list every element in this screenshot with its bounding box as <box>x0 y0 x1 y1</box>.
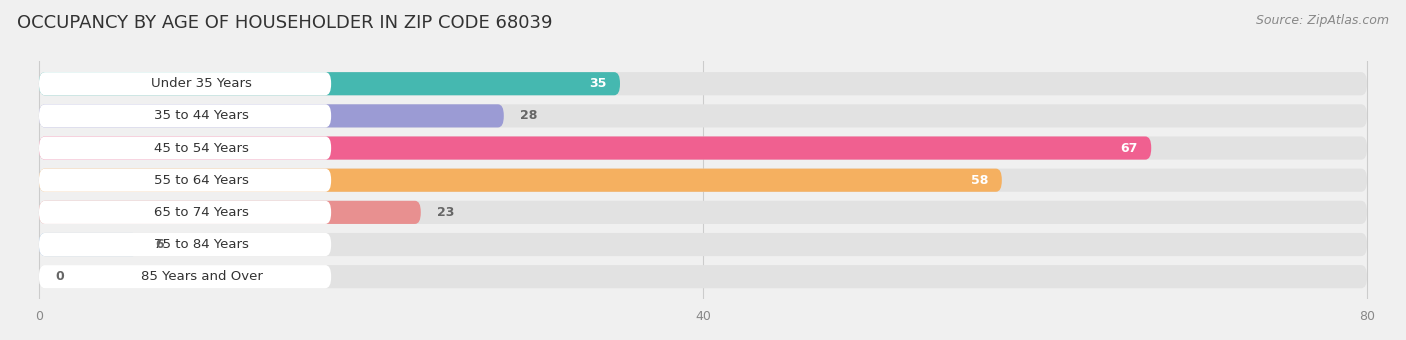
Text: 75 to 84 Years: 75 to 84 Years <box>155 238 249 251</box>
FancyBboxPatch shape <box>39 104 1367 128</box>
FancyBboxPatch shape <box>39 201 1367 224</box>
FancyBboxPatch shape <box>39 72 332 95</box>
FancyBboxPatch shape <box>39 169 332 192</box>
Text: 0: 0 <box>56 270 65 283</box>
Text: Under 35 Years: Under 35 Years <box>152 77 252 90</box>
FancyBboxPatch shape <box>39 136 1152 159</box>
Text: 85 Years and Over: 85 Years and Over <box>141 270 263 283</box>
FancyBboxPatch shape <box>39 104 503 128</box>
Text: 35 to 44 Years: 35 to 44 Years <box>155 109 249 122</box>
FancyBboxPatch shape <box>39 169 1367 192</box>
FancyBboxPatch shape <box>39 104 332 128</box>
FancyBboxPatch shape <box>39 233 139 256</box>
Text: Source: ZipAtlas.com: Source: ZipAtlas.com <box>1256 14 1389 27</box>
FancyBboxPatch shape <box>39 169 1002 192</box>
FancyBboxPatch shape <box>39 72 620 95</box>
Text: 65 to 74 Years: 65 to 74 Years <box>155 206 249 219</box>
Text: 45 to 54 Years: 45 to 54 Years <box>155 141 249 155</box>
Text: 58: 58 <box>972 174 988 187</box>
FancyBboxPatch shape <box>39 233 332 256</box>
FancyBboxPatch shape <box>39 233 1367 256</box>
Text: 6: 6 <box>155 238 163 251</box>
Text: 35: 35 <box>589 77 607 90</box>
FancyBboxPatch shape <box>39 201 332 224</box>
Text: 55 to 64 Years: 55 to 64 Years <box>155 174 249 187</box>
FancyBboxPatch shape <box>39 265 1367 288</box>
Text: 23: 23 <box>437 206 454 219</box>
FancyBboxPatch shape <box>39 136 332 159</box>
Text: OCCUPANCY BY AGE OF HOUSEHOLDER IN ZIP CODE 68039: OCCUPANCY BY AGE OF HOUSEHOLDER IN ZIP C… <box>17 14 553 32</box>
Text: 67: 67 <box>1121 141 1137 155</box>
FancyBboxPatch shape <box>39 265 332 288</box>
FancyBboxPatch shape <box>39 136 1367 159</box>
FancyBboxPatch shape <box>39 72 1367 95</box>
FancyBboxPatch shape <box>39 201 420 224</box>
Text: 28: 28 <box>520 109 537 122</box>
